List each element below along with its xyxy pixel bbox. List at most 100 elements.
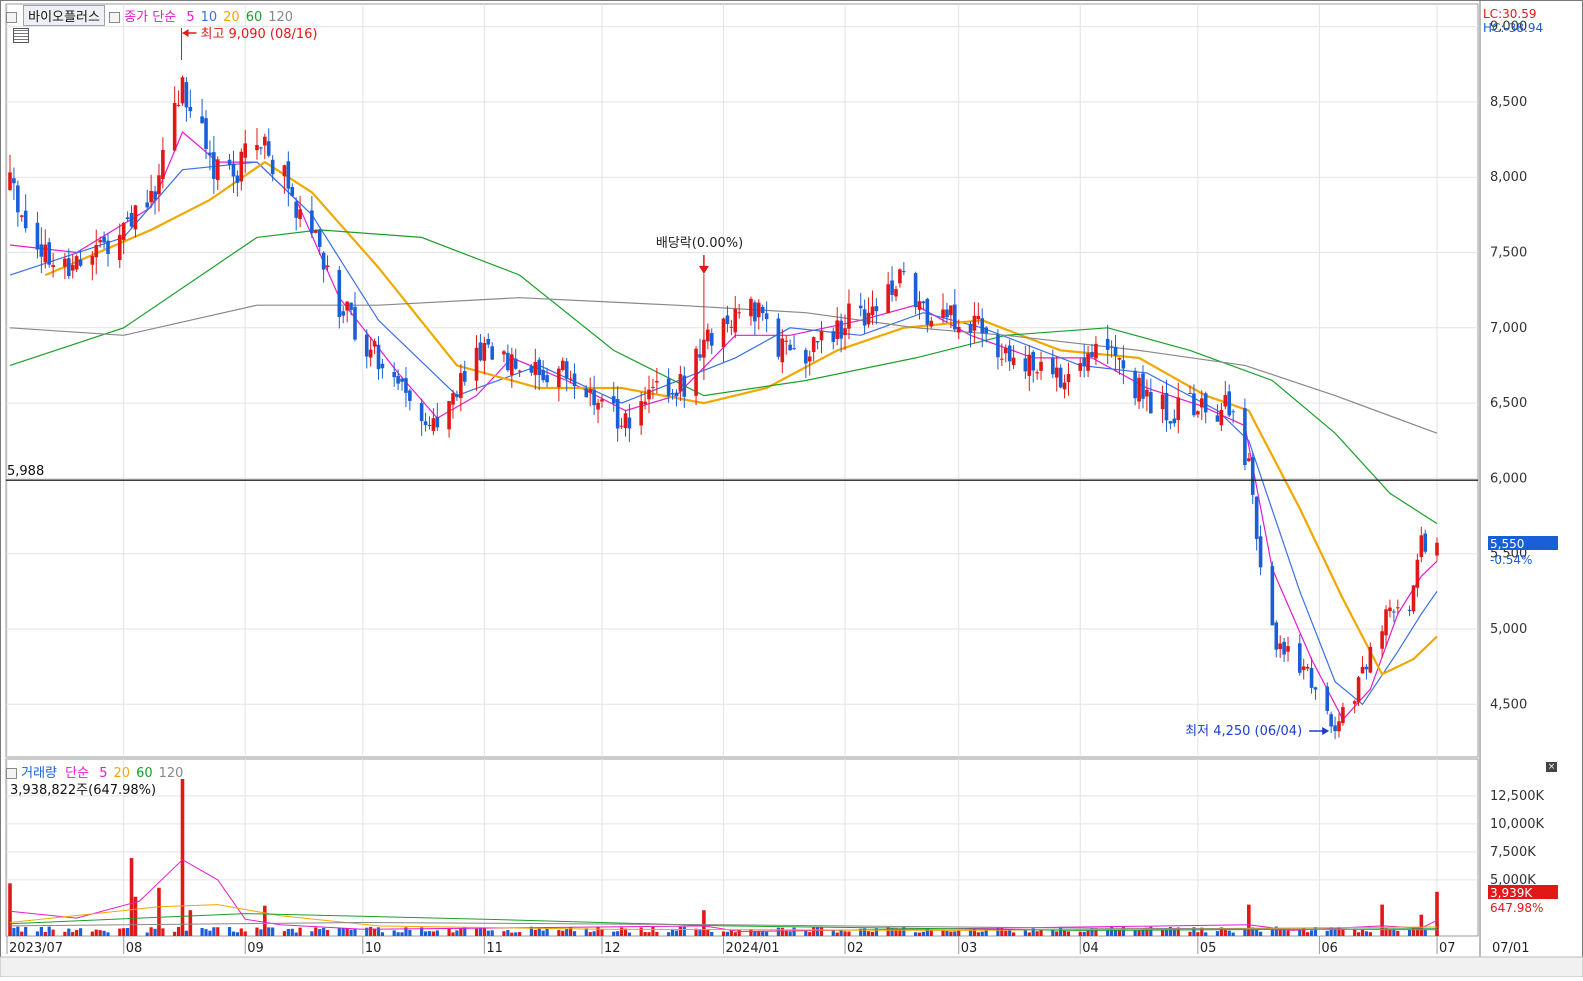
x-tick-label: 11 [486, 941, 503, 956]
volume-bar [98, 930, 102, 936]
ma-period-5[interactable]: 5 [186, 10, 195, 25]
volume-bar [216, 927, 220, 936]
candle [1149, 378, 1153, 414]
candle [945, 302, 949, 323]
volume-bar [227, 927, 232, 936]
volume-bar [204, 929, 208, 936]
volume-bar [1196, 932, 1200, 936]
candle [592, 375, 596, 415]
candle [1141, 365, 1145, 409]
candle [1223, 380, 1228, 410]
volume-ma-period-60[interactable]: 60 [136, 766, 153, 781]
ma-period-120[interactable]: 120 [268, 10, 294, 25]
volume-bar [20, 931, 24, 936]
price-y-tick-label: 4,500 [1490, 697, 1527, 712]
table-view-icon[interactable] [13, 28, 29, 43]
volume-bar [1090, 928, 1094, 936]
x-tick-label: 06 [1321, 941, 1338, 956]
volume-bar [1313, 926, 1318, 936]
candle [153, 185, 157, 215]
candle [188, 89, 193, 118]
ma-checkbox[interactable] [109, 12, 121, 23]
ma-period-60[interactable]: 60 [245, 10, 263, 25]
volume-spike-bar [1419, 914, 1424, 936]
volume-bar [1055, 931, 1059, 936]
volume-bar [831, 930, 835, 936]
volume-bar [925, 929, 929, 936]
candle [157, 163, 161, 212]
candle [204, 110, 208, 159]
volume-indicator-label[interactable]: 단순 [65, 766, 90, 781]
candle [1243, 398, 1247, 471]
candle [172, 86, 177, 151]
volume-bar [1356, 932, 1361, 936]
candle [1329, 711, 1333, 734]
volume-ma-period-20[interactable]: 20 [113, 766, 131, 781]
volume-bar [1012, 932, 1016, 936]
ma-period-10[interactable]: 10 [200, 10, 218, 25]
symbol-name-button[interactable]: 바이오플러스 [23, 5, 105, 26]
candle [1384, 605, 1388, 647]
volume-bar [231, 931, 236, 936]
candle [1392, 609, 1396, 623]
volume-bar [949, 931, 953, 936]
candle [1368, 642, 1373, 674]
volume-bar [349, 929, 353, 936]
volume-checkbox[interactable] [6, 768, 17, 779]
candle [753, 300, 757, 336]
candle [1309, 657, 1314, 694]
candle [564, 358, 569, 392]
volume-bar [1411, 927, 1416, 936]
volume-bar [314, 927, 318, 936]
candle [447, 400, 451, 438]
candle [835, 307, 839, 346]
ma-indicator-label[interactable]: 종가 단순 [124, 10, 177, 25]
volume-bar [815, 927, 820, 936]
candle [619, 417, 624, 429]
volume-bar [486, 930, 490, 936]
candle [12, 167, 16, 201]
candle [956, 319, 961, 340]
volume-bar [1364, 931, 1369, 936]
candle [1258, 525, 1263, 576]
candle [655, 367, 659, 394]
volume-bar [592, 931, 596, 936]
candle [1086, 345, 1090, 378]
last-price-box [1488, 536, 1558, 550]
volume-bar [1360, 928, 1365, 936]
volume-bar [1384, 928, 1388, 936]
volume-bar [572, 931, 577, 936]
volume-bar [1302, 927, 1306, 936]
candle [584, 385, 589, 398]
volume-bar [980, 931, 984, 936]
volume-bar [812, 927, 816, 936]
candle [678, 365, 683, 401]
volume-ma-period-120[interactable]: 120 [158, 766, 184, 781]
volume-title[interactable]: 거래량 [21, 766, 58, 781]
volume-bar [1168, 926, 1173, 936]
volume-bar [1059, 926, 1063, 936]
volume-bar [267, 927, 271, 936]
candle [235, 170, 240, 197]
x-tick-label: 02 [847, 941, 864, 956]
candle [121, 221, 126, 255]
volume-bar [1392, 928, 1396, 936]
ex-dividend-marker [698, 266, 709, 274]
ma-period-20[interactable]: 20 [223, 10, 240, 25]
candle [353, 292, 357, 342]
panel-close-icon[interactable]: × [1546, 762, 1557, 772]
candle [1003, 344, 1008, 363]
volume-y-tick-label: 7,500K [1490, 845, 1536, 860]
volume-bar [243, 931, 247, 936]
volume-bar [43, 931, 47, 936]
candle [180, 75, 185, 106]
candle [760, 304, 765, 321]
volume-bar [776, 927, 780, 936]
candle [129, 205, 134, 229]
volume-spike-bar [1435, 891, 1439, 936]
candle [1058, 364, 1063, 389]
volume-ma-period-5[interactable]: 5 [99, 766, 108, 781]
legend-checkbox[interactable] [6, 12, 17, 23]
volume-bar [874, 928, 878, 936]
